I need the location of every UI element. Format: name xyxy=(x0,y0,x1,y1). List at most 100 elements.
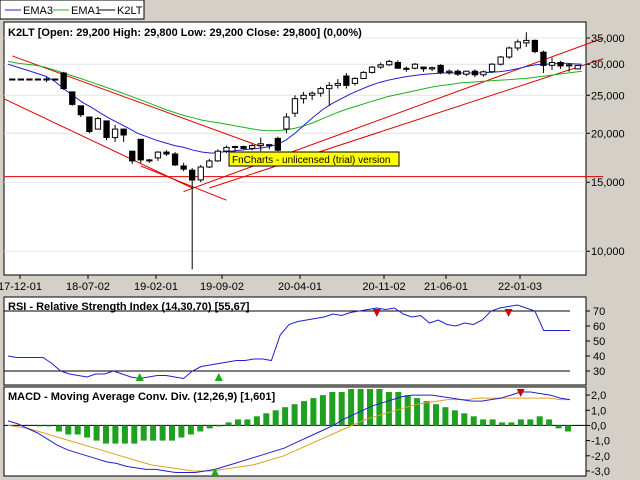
rsi-plot-area xyxy=(3,296,587,386)
macd-histogram-bar xyxy=(121,425,128,444)
candle-body xyxy=(420,66,427,70)
price-x-tick-label: 19-02-01 xyxy=(134,281,178,293)
macd-histogram-bar xyxy=(244,419,251,426)
rsi-series-group xyxy=(4,304,570,381)
macd-histogram-bar xyxy=(187,425,194,435)
candle-body xyxy=(69,91,76,105)
candle-body xyxy=(326,84,333,90)
candle-body xyxy=(557,62,564,67)
macd-histogram-bar xyxy=(93,425,100,441)
price-x-tick-label: 19-09-02 xyxy=(200,281,244,293)
rsi-buy-marker xyxy=(214,373,223,381)
macd-sell-marker xyxy=(516,389,525,397)
candle-body xyxy=(94,118,102,130)
macd-histogram-bar xyxy=(404,395,411,426)
trendline xyxy=(140,165,227,201)
candle-body xyxy=(300,94,307,100)
rsi-sell-marker xyxy=(504,309,513,317)
macd-histogram-bar xyxy=(74,425,81,435)
candle-body xyxy=(309,92,316,96)
price-series-group xyxy=(3,32,604,270)
macd-histogram-bar xyxy=(310,398,317,426)
legend-box xyxy=(0,0,145,20)
price-y-tick-label: 10,000 xyxy=(591,246,625,258)
candle-body xyxy=(189,169,196,181)
macd-histogram-bar xyxy=(461,413,468,426)
macd-y-axis: 2,0 1,0 0,0 -1,0 -2,0 -3,0 xyxy=(586,390,610,478)
trendline xyxy=(3,98,193,189)
candle-body xyxy=(403,67,410,70)
macd-histogram-bar xyxy=(395,392,402,426)
macd-histogram-bar xyxy=(225,422,232,426)
macd-histogram-bar xyxy=(555,425,562,429)
macd-header: MACD - Moving Average Conv. Div. (12,26,… xyxy=(8,391,275,403)
macd-histogram-bar xyxy=(442,407,449,426)
rsi-header: RSI - Relative Strength Index (14,30,70)… xyxy=(8,301,250,313)
macd-histogram-bar xyxy=(197,425,204,432)
macd-signal-line xyxy=(7,397,570,472)
macd-y-tick-label: 0,0 xyxy=(591,420,606,432)
rsi-panel: RSI - Relative Strength Index (14,30,70)… xyxy=(3,296,605,386)
macd-histogram-bar xyxy=(291,404,298,426)
price-header: K2LT [Open: 29,200 High: 29,800 Low: 29,… xyxy=(8,27,362,39)
macd-histogram-bar xyxy=(480,419,487,426)
candle-body xyxy=(17,78,25,81)
macd-histogram-bar xyxy=(451,410,458,426)
macd-histogram-bar xyxy=(301,401,307,426)
candle-body xyxy=(231,146,239,148)
candle-body xyxy=(377,64,384,68)
candle-body xyxy=(446,70,453,73)
candle-body xyxy=(223,146,230,152)
rsi-sell-marker xyxy=(372,309,381,317)
macd-plot-area xyxy=(3,386,587,477)
macd-histogram-bar xyxy=(140,425,147,441)
candle-body xyxy=(266,144,273,147)
candle-body xyxy=(120,128,127,136)
macd-histogram-bar xyxy=(84,425,91,438)
macd-histogram-bar xyxy=(112,425,119,444)
macd-histogram-bar xyxy=(385,392,392,426)
macd-histogram-bar xyxy=(470,416,477,426)
candle-body xyxy=(240,146,247,149)
macd-panel: MACD - Moving Average Conv. Div. (12,26,… xyxy=(3,386,610,478)
candle-body xyxy=(334,82,342,86)
macd-histogram-bar xyxy=(329,392,336,426)
rsi-y-tick-label: 30 xyxy=(593,366,605,378)
macd-histogram-bar xyxy=(338,392,345,426)
macd-histogram-bar xyxy=(103,425,109,444)
candle-body xyxy=(197,166,204,181)
macd-histogram-bar xyxy=(216,425,223,427)
rsi-line xyxy=(7,304,570,380)
macd-histogram-bar xyxy=(376,389,383,426)
candle-body xyxy=(523,39,530,44)
macd-histogram-bar xyxy=(55,425,62,432)
candle-body xyxy=(394,62,402,69)
price-x-axis: 17-12-01 18-07-02 19-02-01 19-09-02 20-04-01… xyxy=(0,275,542,293)
macd-histogram-bar xyxy=(253,416,260,426)
candle-body xyxy=(291,98,299,114)
price-x-tick-label: 21-06-01 xyxy=(424,281,468,293)
macd-histogram-bar xyxy=(433,404,439,426)
candle-body xyxy=(103,120,110,139)
rsi-y-tick-label: 70 xyxy=(593,306,605,318)
candle-body xyxy=(129,150,136,162)
candle-body xyxy=(463,70,470,75)
candle-body xyxy=(249,145,256,149)
candle-body xyxy=(171,153,179,166)
candle-body xyxy=(360,71,367,80)
candle-body xyxy=(574,64,581,70)
macd-histogram-bar xyxy=(159,425,166,441)
price-x-tick-label: 20-11-02 xyxy=(362,281,405,293)
candle-body xyxy=(566,64,573,67)
price-x-tick-label: 17-12-01 xyxy=(0,281,42,293)
candle-body xyxy=(9,78,16,81)
candle-body xyxy=(540,51,547,66)
macd-histogram-bar xyxy=(565,425,571,432)
candle-body xyxy=(428,67,436,70)
macd-histogram-bar xyxy=(499,422,505,426)
macd-histogram-bar xyxy=(37,425,43,427)
candle-body xyxy=(77,105,84,116)
macd-series-group xyxy=(4,389,586,476)
rsi-y-tick-label: 40 xyxy=(593,351,605,363)
macd-histogram-bar xyxy=(414,398,421,426)
